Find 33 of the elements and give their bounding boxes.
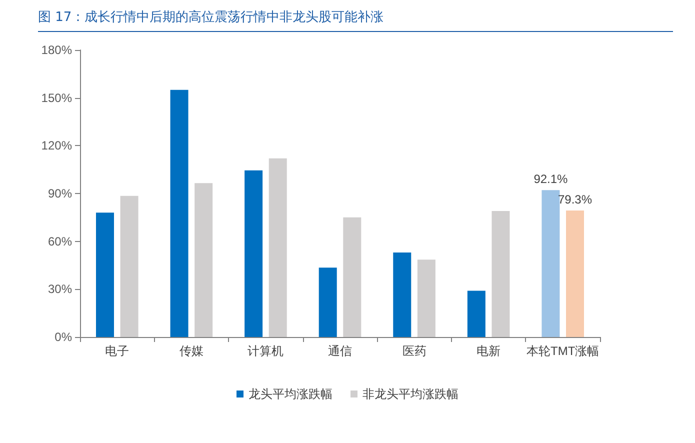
x-tick-label: 传媒 [179, 344, 204, 358]
y-tick-label: 60% [48, 234, 72, 248]
bar [417, 260, 436, 337]
x-tick-label: 通信 [328, 344, 352, 358]
bar [492, 211, 510, 337]
bar [318, 268, 337, 337]
y-tick-label: 120% [41, 138, 72, 153]
x-tick-label: 本轮TMT涨幅 [526, 344, 600, 358]
bar [96, 212, 114, 337]
data-label: 79.3% [558, 192, 592, 207]
bar [393, 252, 412, 337]
bar [120, 196, 138, 337]
data-label: 92.1% [534, 172, 568, 186]
y-tick-label: 150% [41, 90, 72, 105]
y-tick-label: 0% [54, 330, 72, 344]
y-tick-label: 90% [48, 186, 72, 200]
bar [566, 210, 584, 337]
bar [244, 170, 263, 337]
bar [194, 183, 213, 337]
y-tick-label: 30% [48, 282, 72, 296]
legend-label: 非龙头平均涨跌幅 [362, 387, 458, 401]
x-tick-label: 电子 [105, 344, 130, 358]
bar [170, 90, 188, 337]
y-tick-label: 180% [41, 43, 72, 57]
x-tick-label: 电新 [476, 344, 501, 358]
x-tick-label: 计算机 [248, 344, 284, 358]
legend-label: 龙头平均涨跌幅 [248, 387, 332, 401]
bar [467, 290, 486, 337]
chart-title: 图 17：成长行情中后期的高位震荡行情中非龙头股可能补涨 [38, 8, 673, 32]
bar [343, 217, 362, 337]
bar [268, 158, 287, 337]
bar [542, 190, 560, 337]
x-tick-label: 医药 [402, 344, 426, 358]
